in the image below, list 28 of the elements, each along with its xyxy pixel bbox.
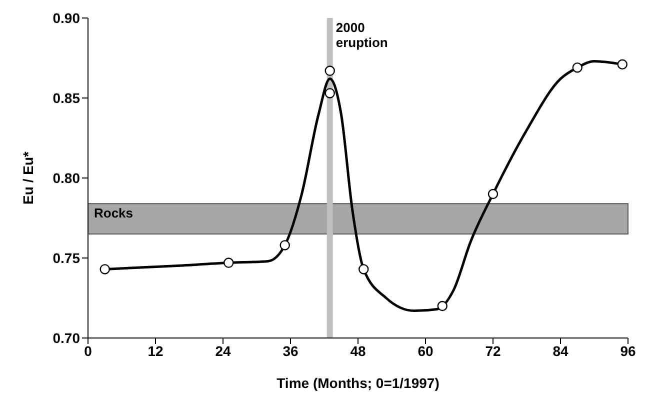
point <box>224 258 234 268</box>
point <box>324 88 335 98</box>
point <box>324 66 335 76</box>
point <box>488 188 498 200</box>
x-tick-label: 72 <box>485 342 501 359</box>
point <box>617 59 628 70</box>
y-tick-label: 0.70 <box>52 330 80 346</box>
point <box>100 264 110 274</box>
x-tick-label: 12 <box>148 342 164 359</box>
x-tick-label: 96 <box>620 342 636 359</box>
y-tick-label: 0.80 <box>52 170 80 186</box>
x-tick-label: 0 <box>84 342 92 359</box>
point <box>437 300 448 312</box>
y-tick-label: 0.85 <box>52 90 80 106</box>
band-label: Rocks <box>94 206 134 221</box>
x-tick-label: 24 <box>215 342 231 359</box>
x-tick-label: 48 <box>350 342 366 359</box>
y-axis-title: Eu / Eu* <box>20 151 36 204</box>
y-tick-label: 0.90 <box>52 10 80 26</box>
x-tick-label: 36 <box>282 342 298 359</box>
x-axis-title: Time (Months; 0=1/1997) <box>276 375 440 391</box>
point <box>572 62 582 73</box>
x-tick-label: 60 <box>418 342 434 359</box>
x-tick-label: 84 <box>552 342 568 359</box>
y-tick-label: 0.75 <box>52 250 80 266</box>
ref-line-label: 2000 eruption <box>336 20 388 50</box>
point <box>358 264 369 274</box>
point <box>280 240 290 250</box>
